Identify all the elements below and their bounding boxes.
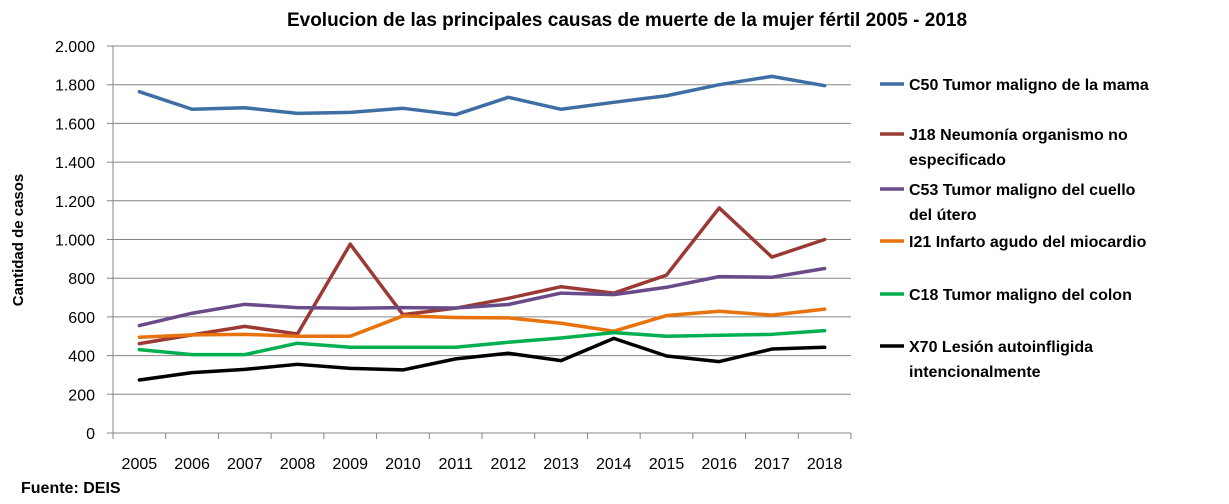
x-tick-label: 2007 [227, 456, 263, 473]
x-tick-label: 2016 [701, 456, 737, 473]
x-tick-label: 2011 [438, 456, 473, 473]
y-tick-label: 0 [86, 426, 95, 443]
legend-item: C50 Tumor maligno de la mama [880, 77, 1149, 94]
legend-item: X70 Lesión autoinfligida intencionalmente [880, 339, 1093, 381]
legend-label: C50 Tumor maligno de la mama [909, 77, 1149, 94]
x-tick-label: 2010 [385, 456, 421, 473]
legend-label: X70 Lesión autoinfligida [909, 339, 1093, 356]
legend-label: del útero [909, 207, 977, 224]
x-tick-label: 2005 [122, 456, 158, 473]
x-tick-label: 2006 [174, 456, 210, 473]
legend-label: intencionalmente [909, 364, 1041, 381]
legend-label: C53 Tumor maligno del cuello [909, 182, 1136, 199]
legend-item: J18 Neumonía organismo no especificado [880, 127, 1128, 169]
x-tick-label: 2008 [280, 456, 316, 473]
y-tick-label: 800 [68, 271, 95, 288]
x-tick-label: 2013 [543, 456, 579, 473]
x-tick-label: 2009 [332, 456, 368, 473]
legend-label: J18 Neumonía organismo no [909, 127, 1128, 144]
y-tick-label: 1.000 [55, 233, 95, 250]
legend-item: C53 Tumor maligno del cuello del útero [880, 182, 1136, 224]
y-tick-label: 400 [68, 349, 95, 366]
series-line [137, 206, 827, 346]
x-tick-label: 2017 [754, 456, 790, 473]
chart-title: Evolucion de las principales causas de m… [287, 10, 967, 31]
series-line [137, 74, 827, 117]
x-tick-label: 2015 [649, 456, 685, 473]
series-line [137, 328, 827, 357]
source-note: Fuente: DEIS [21, 480, 121, 497]
x-tick-label: 2014 [596, 456, 632, 473]
y-tick-label: 600 [68, 310, 95, 327]
x-tick-label: 2018 [807, 456, 843, 473]
y-tick-label: 200 [68, 387, 95, 404]
y-tick-label: 1.800 [55, 78, 95, 95]
legend-label: especificado [909, 152, 1006, 169]
series-line [137, 336, 827, 382]
y-tick-label: 1.400 [55, 155, 95, 172]
legend-label: I21 Infarto agudo del miocardio [909, 234, 1147, 251]
series-line [137, 307, 827, 339]
y-tick-label: 1.200 [55, 194, 95, 211]
x-tick-label: 2012 [491, 456, 527, 473]
series-line [137, 266, 827, 328]
legend-item: C18 Tumor maligno del colon [880, 287, 1132, 304]
legend-label: C18 Tumor maligno del colon [909, 287, 1132, 304]
y-tick-label: 2.000 [55, 39, 95, 56]
y-axis-label: Cantidad de casos [10, 174, 27, 307]
y-tick-label: 1.600 [55, 116, 95, 133]
legend-item: I21 Infarto agudo del miocardio [880, 234, 1147, 251]
